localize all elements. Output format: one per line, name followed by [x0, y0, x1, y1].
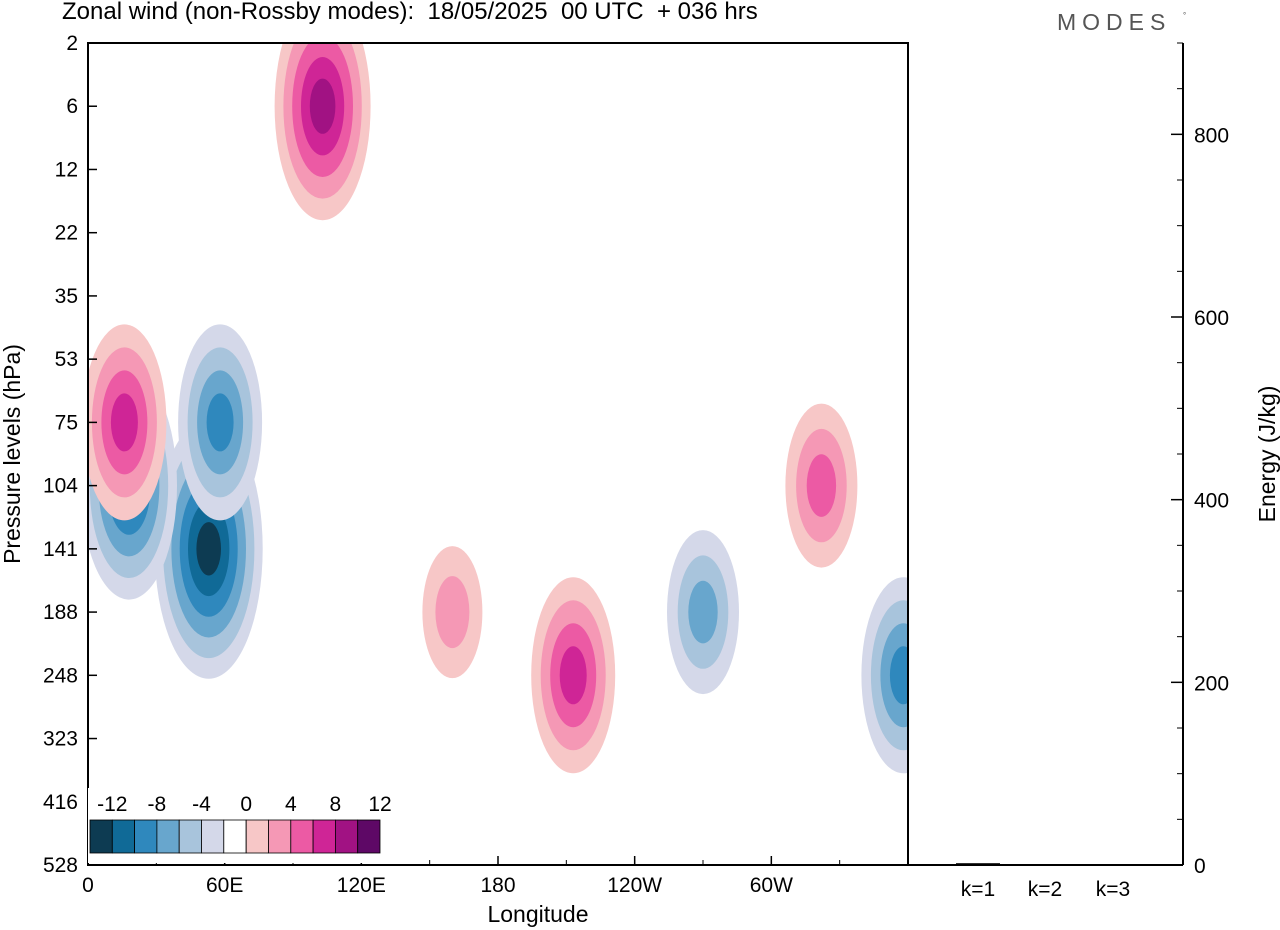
y-tick-label: 188 [43, 601, 78, 624]
contour-blob [688, 580, 718, 644]
bar-category-label: k=1 [961, 878, 995, 901]
colorbar-swatch [223, 819, 247, 854]
y-tick-label: 248 [43, 664, 78, 687]
colorbar-swatch [178, 819, 202, 854]
energy-axis-label: Energy (J/kg) [1254, 386, 1280, 523]
x-tick-label: 180 [480, 874, 515, 897]
colorbar-swatch [134, 819, 158, 854]
energy-tick-label: 0 [1194, 855, 1206, 878]
contour-blob [206, 393, 234, 452]
y-tick-label: 323 [43, 728, 78, 751]
contour-blob [806, 454, 837, 517]
y-tick-label: 22 [55, 222, 78, 245]
y-tick-label: 53 [55, 348, 78, 371]
colorbar-label: 8 [330, 793, 342, 816]
colorbar-swatch [156, 819, 180, 854]
y-tick-label: 416 [43, 791, 78, 814]
colorbar-label: 12 [368, 793, 391, 816]
colorbar-label: 4 [285, 793, 297, 816]
colorbar-label: -8 [148, 793, 167, 816]
colorbar-label: 0 [240, 793, 252, 816]
energy-tick-label: 600 [1194, 307, 1229, 330]
y-tick-label: 35 [55, 285, 78, 308]
registered-mark: ° [1183, 11, 1187, 20]
x-tick-label: 0 [82, 874, 94, 897]
colorbar-swatch [245, 819, 269, 854]
colorbar-label: -12 [97, 793, 127, 816]
colorbar-swatch [334, 819, 359, 854]
bar-category-label: k=3 [1096, 878, 1130, 901]
x-tick-label: 120E [337, 874, 386, 897]
wind-field [88, 43, 908, 774]
y-tick-label: 104 [43, 475, 78, 498]
energy-tick-label: 400 [1194, 490, 1229, 513]
y-axis-label: Pressure levels (hPa) [0, 344, 25, 564]
modes-logo: MODES [1057, 9, 1172, 35]
energy-bar [956, 863, 1000, 865]
contour-blob [110, 393, 138, 452]
energy-bar-panel: 0 200 400 600 800 k=1 k=2 k=3 [908, 42, 1229, 901]
contour-blob [889, 646, 908, 705]
colorbar-swatch [357, 819, 381, 854]
energy-bar [1023, 864, 1067, 865]
x-tick-label: 60W [750, 874, 793, 897]
y-tick-label: 2 [66, 32, 78, 55]
colorbar-swatch [201, 819, 225, 854]
x-tick-label: 120W [607, 874, 662, 897]
colorbar: -12 -8 -4 0 4 8 12 [88, 788, 392, 863]
chart-title: Zonal wind (non-Rossby modes): 18/05/202… [62, 0, 758, 25]
energy-tick-label: 800 [1194, 124, 1229, 147]
y-tick-label: 141 [43, 538, 78, 561]
energy-bar [1091, 864, 1135, 865]
colorbar-swatch [111, 819, 136, 854]
x-axis-label: Longitude [487, 901, 588, 927]
contour-blob [309, 78, 336, 134]
axis-labels: Longitude Pressure levels (hPa) Energy (J/… [0, 344, 1280, 927]
x-tick-label: 60E [206, 874, 243, 897]
y-tick-label: 12 [55, 158, 78, 181]
y-tick-label: 75 [55, 411, 78, 434]
colorbar-label: -4 [192, 793, 211, 816]
contour-blob [196, 522, 221, 576]
y-tick-label: 6 [66, 95, 78, 118]
bar-category-label: k=2 [1028, 878, 1062, 901]
colorbar-swatch [268, 819, 292, 854]
contour-blob [559, 646, 587, 705]
colorbar-swatch [290, 819, 314, 854]
contour-blob [435, 576, 470, 649]
axes: 0 60E 120E 180 120W 60W 2 6 12 22 35 53 75 104 141 188 2… [43, 32, 909, 897]
y-tick-label: 528 [43, 854, 78, 877]
energy-tick-label: 200 [1194, 672, 1229, 695]
colorbar-swatch [89, 819, 113, 854]
colorbar-swatch [312, 819, 336, 854]
